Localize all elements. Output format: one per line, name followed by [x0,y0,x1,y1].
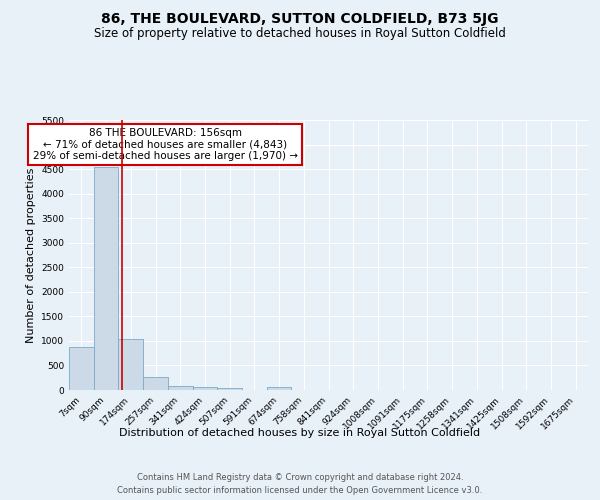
Bar [193,388,217,390]
Bar [69,347,94,390]
Y-axis label: Number of detached properties: Number of detached properties [26,168,35,342]
Text: 86, THE BOULEVARD, SUTTON COLDFIELD, B73 5JG: 86, THE BOULEVARD, SUTTON COLDFIELD, B73… [101,12,499,26]
Bar [168,386,193,390]
Text: Contains public sector information licensed under the Open Government Licence v3: Contains public sector information licen… [118,486,482,495]
Text: Size of property relative to detached houses in Royal Sutton Coldfield: Size of property relative to detached ho… [94,28,506,40]
Bar [94,167,118,390]
Bar [217,388,242,390]
Bar [267,388,292,390]
Text: Contains HM Land Registry data © Crown copyright and database right 2024.: Contains HM Land Registry data © Crown c… [137,472,463,482]
Text: 86 THE BOULEVARD: 156sqm
← 71% of detached houses are smaller (4,843)
29% of sem: 86 THE BOULEVARD: 156sqm ← 71% of detach… [32,128,298,161]
Bar [118,339,143,390]
Text: Distribution of detached houses by size in Royal Sutton Coldfield: Distribution of detached houses by size … [119,428,481,438]
Bar [143,376,168,390]
